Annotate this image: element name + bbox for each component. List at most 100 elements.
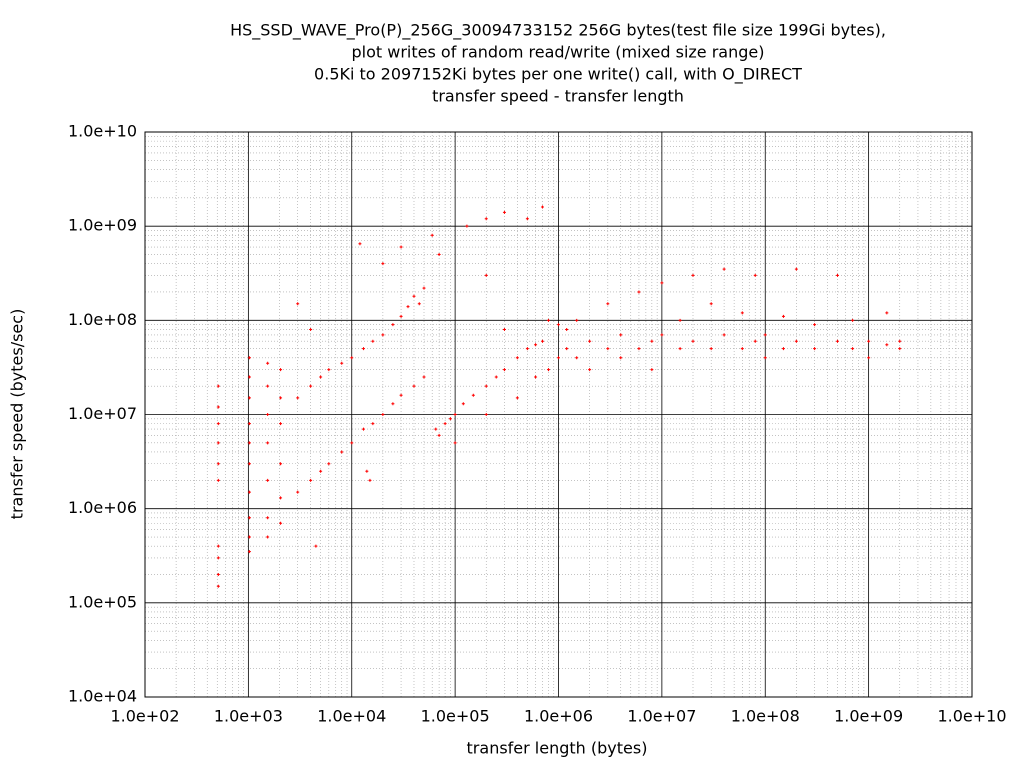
point bbox=[371, 339, 375, 343]
point bbox=[763, 356, 767, 360]
y-tick-label: 1.0e+04 bbox=[68, 687, 137, 706]
point bbox=[412, 384, 416, 388]
point bbox=[534, 375, 538, 379]
point bbox=[836, 273, 840, 277]
point bbox=[753, 339, 757, 343]
point bbox=[368, 478, 372, 482]
point bbox=[279, 496, 283, 500]
y-tick-label: 1.0e+08 bbox=[68, 310, 137, 329]
point bbox=[279, 462, 283, 466]
point bbox=[691, 273, 695, 277]
point bbox=[867, 356, 871, 360]
point bbox=[588, 368, 592, 372]
chart-title-line: plot writes of random read/write (mixed … bbox=[352, 43, 765, 62]
point bbox=[660, 333, 664, 337]
point bbox=[540, 205, 544, 209]
point bbox=[484, 384, 488, 388]
chart-title-line: HS_SSD_WAVE_Pro(P)_256G_30094733152 256G… bbox=[230, 21, 886, 41]
point bbox=[448, 417, 452, 421]
point bbox=[266, 361, 270, 365]
point bbox=[381, 333, 385, 337]
point bbox=[678, 347, 682, 351]
point bbox=[247, 375, 251, 379]
point bbox=[575, 356, 579, 360]
point bbox=[319, 375, 323, 379]
point bbox=[399, 245, 403, 249]
point bbox=[340, 361, 344, 365]
point bbox=[606, 302, 610, 306]
point bbox=[296, 490, 300, 494]
point bbox=[650, 368, 654, 372]
plot-frame bbox=[144, 131, 973, 698]
point bbox=[502, 327, 506, 331]
point bbox=[365, 469, 369, 473]
point bbox=[279, 396, 283, 400]
point bbox=[515, 396, 519, 400]
y-tick-label: 1.0e+07 bbox=[68, 404, 137, 423]
point bbox=[279, 422, 283, 426]
x-tick-label: 1.0e+08 bbox=[731, 707, 800, 726]
point bbox=[296, 396, 300, 400]
point bbox=[494, 375, 498, 379]
point bbox=[362, 347, 366, 351]
point bbox=[266, 516, 270, 520]
point bbox=[406, 305, 410, 309]
point bbox=[525, 217, 529, 221]
point bbox=[867, 339, 871, 343]
y-tick-label: 1.0e+09 bbox=[68, 216, 137, 235]
y-tick-label: 1.0e+10 bbox=[68, 122, 137, 141]
point bbox=[540, 339, 544, 343]
y-axis-label: transfer speed (bytes/sec) bbox=[8, 309, 27, 520]
point bbox=[309, 327, 313, 331]
point bbox=[434, 427, 438, 431]
point bbox=[422, 375, 426, 379]
point bbox=[691, 339, 695, 343]
x-tick-label: 1.0e+03 bbox=[214, 707, 283, 726]
point bbox=[247, 441, 251, 445]
point bbox=[399, 393, 403, 397]
point bbox=[216, 584, 220, 588]
point bbox=[279, 521, 283, 525]
point bbox=[247, 550, 251, 554]
point bbox=[216, 405, 220, 409]
point bbox=[437, 433, 441, 437]
x-axis-label: transfer length (bytes) bbox=[467, 739, 648, 758]
point bbox=[266, 413, 270, 416]
point bbox=[534, 343, 538, 347]
point bbox=[358, 242, 362, 246]
point bbox=[484, 273, 488, 277]
x-tick-label: 1.0e+06 bbox=[524, 707, 593, 726]
point bbox=[247, 462, 251, 466]
point bbox=[557, 356, 560, 360]
point bbox=[371, 422, 375, 426]
point bbox=[266, 441, 270, 445]
point bbox=[781, 314, 785, 318]
point bbox=[851, 318, 855, 322]
point bbox=[319, 469, 323, 473]
x-tick-label: 1.0e+02 bbox=[110, 707, 179, 726]
point bbox=[678, 318, 682, 322]
point bbox=[588, 339, 592, 343]
x-tick-label: 1.0e+10 bbox=[937, 707, 1006, 726]
tick-labels: 1.0e+02 1.0e+03 1.0e+04 1.0e+05 1.0e+06 1.0e+… bbox=[68, 122, 1007, 726]
x-tick-label: 1.0e+09 bbox=[834, 707, 903, 726]
point bbox=[247, 535, 251, 539]
point bbox=[709, 347, 713, 351]
point bbox=[794, 339, 798, 343]
point bbox=[484, 413, 488, 416]
point bbox=[763, 333, 767, 337]
point bbox=[266, 535, 270, 539]
point bbox=[565, 347, 569, 351]
point bbox=[502, 368, 506, 372]
point bbox=[515, 356, 519, 360]
point bbox=[430, 233, 434, 237]
point bbox=[381, 262, 385, 266]
points bbox=[216, 205, 902, 588]
point bbox=[266, 384, 270, 388]
point bbox=[619, 333, 623, 337]
point bbox=[525, 347, 529, 351]
x-tick-label: 1.0e+05 bbox=[421, 707, 490, 726]
point bbox=[740, 311, 744, 315]
